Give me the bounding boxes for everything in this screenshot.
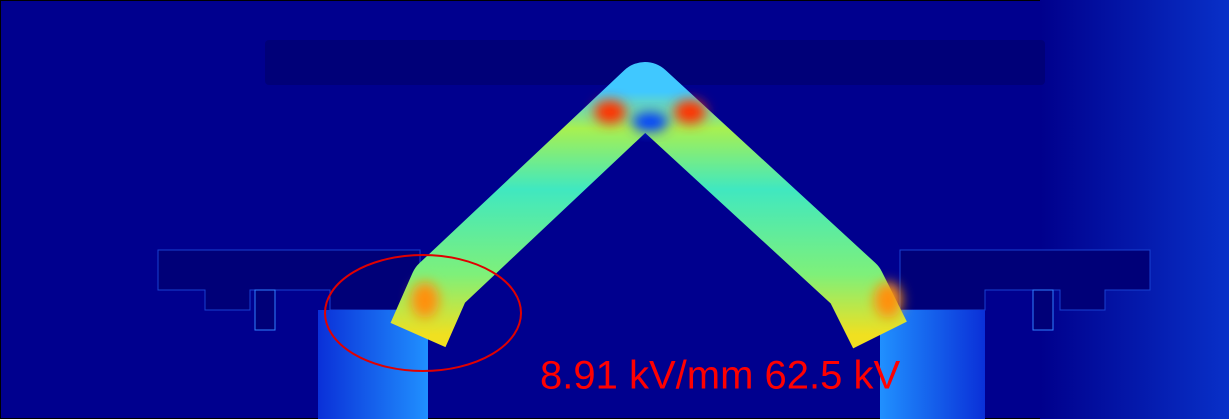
slot [254, 289, 276, 331]
hotspot [674, 100, 706, 124]
electrode [265, 40, 1045, 85]
hotspot [411, 282, 439, 318]
hotspot [874, 282, 902, 318]
annotation: 8.91 kV/mm 62.5 kV [540, 354, 900, 398]
highlight-ellipse [324, 254, 522, 372]
hotspot [594, 100, 626, 124]
slot [1032, 289, 1054, 331]
field-region [880, 310, 985, 419]
field-gradient [1040, 0, 1229, 419]
cold-spot [632, 112, 668, 132]
